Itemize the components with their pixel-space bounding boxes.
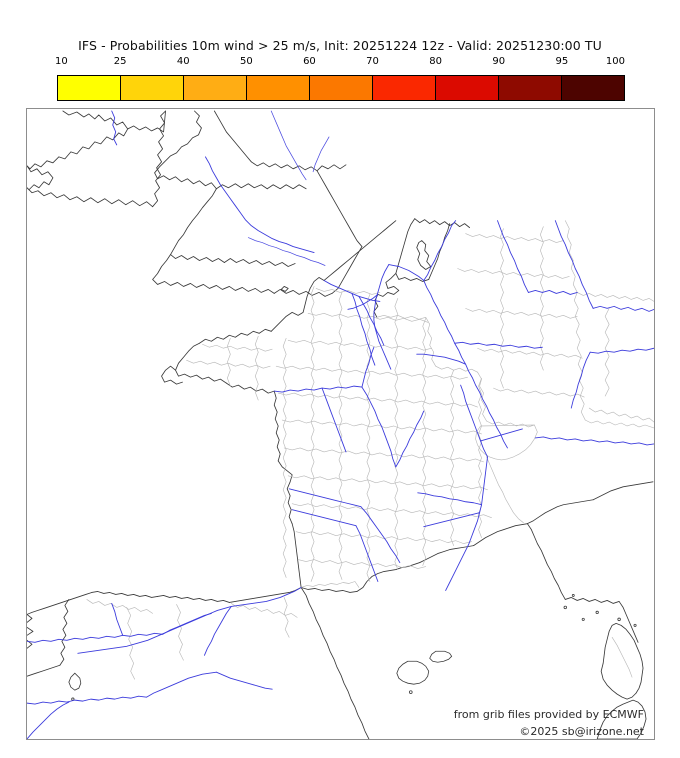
colorbar-tick-100: 100 <box>605 56 625 67</box>
colorbar-swatch-40-50 <box>184 76 247 100</box>
page-title: IFS - Probabilities 10m wind > 25 m/s, I… <box>78 38 602 53</box>
attribution: from grib files provided by ECMWF ©2025 … <box>454 706 644 740</box>
coastline-ireland <box>27 110 166 208</box>
colorbar-tick-25: 25 <box>113 56 127 67</box>
colorbar-tick-40: 40 <box>176 56 190 67</box>
rivers-continent <box>27 220 654 739</box>
coastline-great-britain <box>152 110 363 297</box>
colorbar: 10 25 40 50 60 70 80 90 95 100 <box>55 56 625 101</box>
colorbar-swatch-95-100 <box>562 76 624 100</box>
colorbar-tick-95: 95 <box>555 56 569 67</box>
country-borders <box>300 220 654 588</box>
map-geometry <box>27 110 654 739</box>
islets-tyrrhenian <box>563 594 637 627</box>
colorbar-swatch-60-70 <box>310 76 373 100</box>
colorbar-swatch-50-60 <box>247 76 310 100</box>
colorbar-swatch-70-80 <box>373 76 436 100</box>
french-department-boundaries <box>186 286 492 582</box>
colorbar-tick-60: 60 <box>303 56 316 67</box>
coastline-italy <box>526 523 639 643</box>
colorbar-swatch-10-25 <box>58 76 121 100</box>
colorbar-tick-70: 70 <box>366 56 379 67</box>
island-sardinia <box>596 699 647 739</box>
coastline-iberia <box>27 587 370 739</box>
colorbar-tick-50: 50 <box>239 56 253 67</box>
colorbar-tick-10: 10 <box>55 56 68 67</box>
colorbar-swatch-25-40 <box>121 76 184 100</box>
colorbar-tick-80: 80 <box>429 56 443 67</box>
colorbar-swatches <box>57 75 625 101</box>
coastline-france <box>161 220 397 588</box>
colorbar-swatch-90-95 <box>499 76 562 100</box>
colorbar-tick-90: 90 <box>492 56 506 67</box>
island-corsica <box>600 622 644 700</box>
map-canvas[interactable] <box>26 108 655 740</box>
river-ireland-east <box>111 110 118 146</box>
colorbar-tick-labels: 10 25 40 50 60 70 80 90 95 100 <box>55 56 625 72</box>
islands-balearic <box>68 650 453 701</box>
coastline-mediterranean <box>300 481 654 593</box>
colorbar-swatch-80-90 <box>436 76 499 100</box>
rivers-great-britain <box>204 110 330 266</box>
attribution-line-copyright: ©2025 sb@irizone.net <box>519 725 644 738</box>
attribution-line-source: from grib files provided by ECMWF <box>453 708 644 721</box>
admin-boundaries-other <box>86 226 654 680</box>
coastline-netherlands <box>373 218 471 318</box>
